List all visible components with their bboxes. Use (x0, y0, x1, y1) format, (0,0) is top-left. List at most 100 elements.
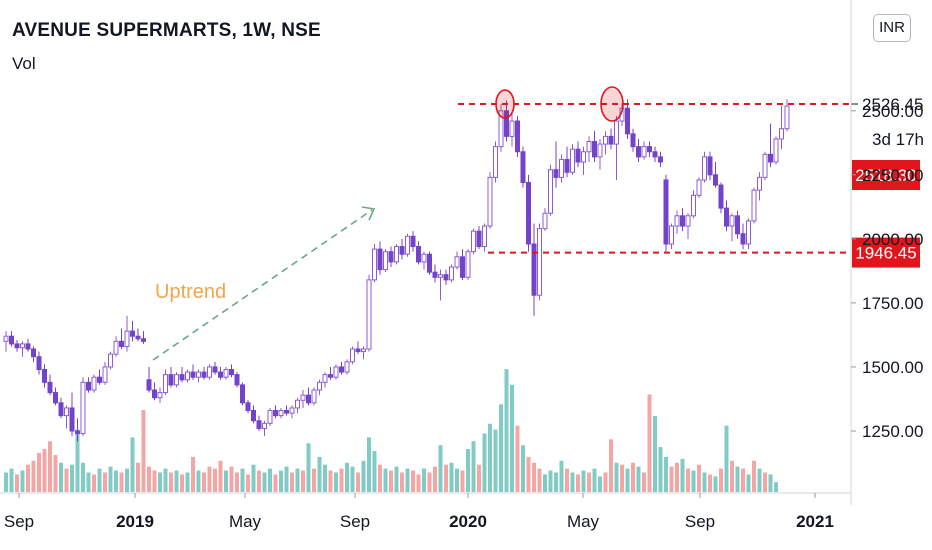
volume-bar (251, 464, 256, 492)
volume-bar (180, 474, 184, 492)
candle-body (405, 235, 410, 255)
volume-bar (735, 466, 740, 492)
volume-bar (235, 472, 239, 492)
volume-bar (653, 415, 657, 492)
axes: 1250.00 1500.00 1750.00 2000.00 2250.00 2500.… (0, 0, 923, 531)
candle-body (641, 146, 647, 158)
volume-bar (576, 474, 580, 492)
candle-body (443, 274, 449, 281)
candle-body (751, 189, 757, 222)
candle-body (42, 369, 47, 383)
volume-bar (389, 470, 393, 492)
candle-body (273, 410, 278, 417)
x-tick-label: May (567, 512, 600, 531)
volume-bar (603, 472, 608, 492)
candle-body (311, 389, 317, 404)
volume-bar (631, 462, 635, 492)
candle-body (696, 179, 702, 196)
volume-bar (4, 472, 8, 492)
candle-body (482, 225, 487, 248)
volume-bar (763, 472, 767, 492)
volume-bar (119, 472, 124, 492)
volume-bar (59, 462, 63, 492)
volume-bar (537, 468, 542, 492)
candle-body (586, 141, 592, 153)
candle-body (141, 338, 146, 342)
candle-body (509, 120, 515, 137)
symbol-title[interactable]: AVENUE SUPERMARTS, 1W, NSE (12, 20, 321, 41)
candle-body (64, 407, 69, 417)
candle-body (240, 384, 245, 404)
volume-bar (433, 466, 437, 492)
candle-body (218, 371, 223, 378)
candle-body (460, 256, 465, 278)
candle-body (757, 176, 762, 191)
volume-bar (510, 384, 514, 492)
candle-body (9, 335, 14, 345)
candle-body (779, 128, 784, 140)
candle-body (350, 348, 355, 363)
volume-bar (757, 468, 762, 492)
volume-bar (482, 433, 487, 492)
candle-body (130, 330, 135, 337)
volume-bar (774, 482, 778, 492)
candle-body (102, 366, 108, 383)
volume-bar (422, 468, 426, 492)
volume-bar (499, 404, 503, 492)
candle-body (212, 366, 218, 373)
volume-bar (466, 449, 470, 492)
volume-bar (163, 468, 168, 492)
candle-body (691, 194, 696, 217)
volume-bar (609, 439, 613, 492)
volume-bar (328, 470, 333, 492)
volume-bar (713, 476, 718, 492)
candle-body (707, 156, 713, 176)
x-tick-label: Sep (685, 512, 715, 531)
candle-body (614, 120, 619, 145)
x-tick-label: 2019 (116, 512, 154, 531)
volume-bar (405, 468, 410, 492)
candle-body (564, 158, 570, 173)
candle-body (773, 138, 779, 163)
volume-bar (345, 462, 349, 492)
volume-bar (290, 472, 294, 492)
volume-bar (427, 472, 432, 492)
candle-body (498, 110, 504, 148)
x-tick-label: 2021 (796, 512, 834, 531)
volume-bar (273, 474, 278, 492)
candle-body (630, 133, 636, 148)
candle-body (25, 343, 31, 350)
last-price-label: 2526.45 (862, 95, 923, 114)
x-tick-label: Sep (4, 512, 34, 531)
current-price-label-bg (852, 160, 920, 190)
uptrend-arrowhead (361, 206, 376, 221)
candle-body (559, 158, 564, 178)
volume-bar (136, 462, 140, 492)
candle-body (344, 361, 350, 373)
volume-bar (416, 474, 421, 492)
support-price-label-bg (852, 237, 920, 268)
candle-body (256, 420, 262, 429)
candle-body (306, 394, 311, 404)
candle-body (317, 381, 322, 391)
candle-body (361, 348, 366, 353)
candle-body (179, 374, 185, 381)
candlesticks (3, 99, 790, 442)
volume-bar (42, 449, 47, 492)
volume-bar (697, 464, 701, 492)
candle-body (20, 343, 25, 349)
volume-bar (108, 466, 113, 492)
candle-body (339, 366, 344, 373)
currency-badge[interactable]: INR (873, 14, 911, 42)
volume-bar (130, 437, 135, 492)
candle-body (201, 371, 207, 378)
volume-bar (411, 470, 415, 492)
volume-bar (521, 445, 525, 492)
volume-indicator-label[interactable]: Vol (12, 54, 36, 73)
support-price-label: 1946.45 (855, 244, 916, 263)
candle-body (432, 271, 438, 278)
volume-bar (147, 466, 151, 492)
candle-body (322, 374, 328, 383)
candle-body (163, 374, 168, 394)
